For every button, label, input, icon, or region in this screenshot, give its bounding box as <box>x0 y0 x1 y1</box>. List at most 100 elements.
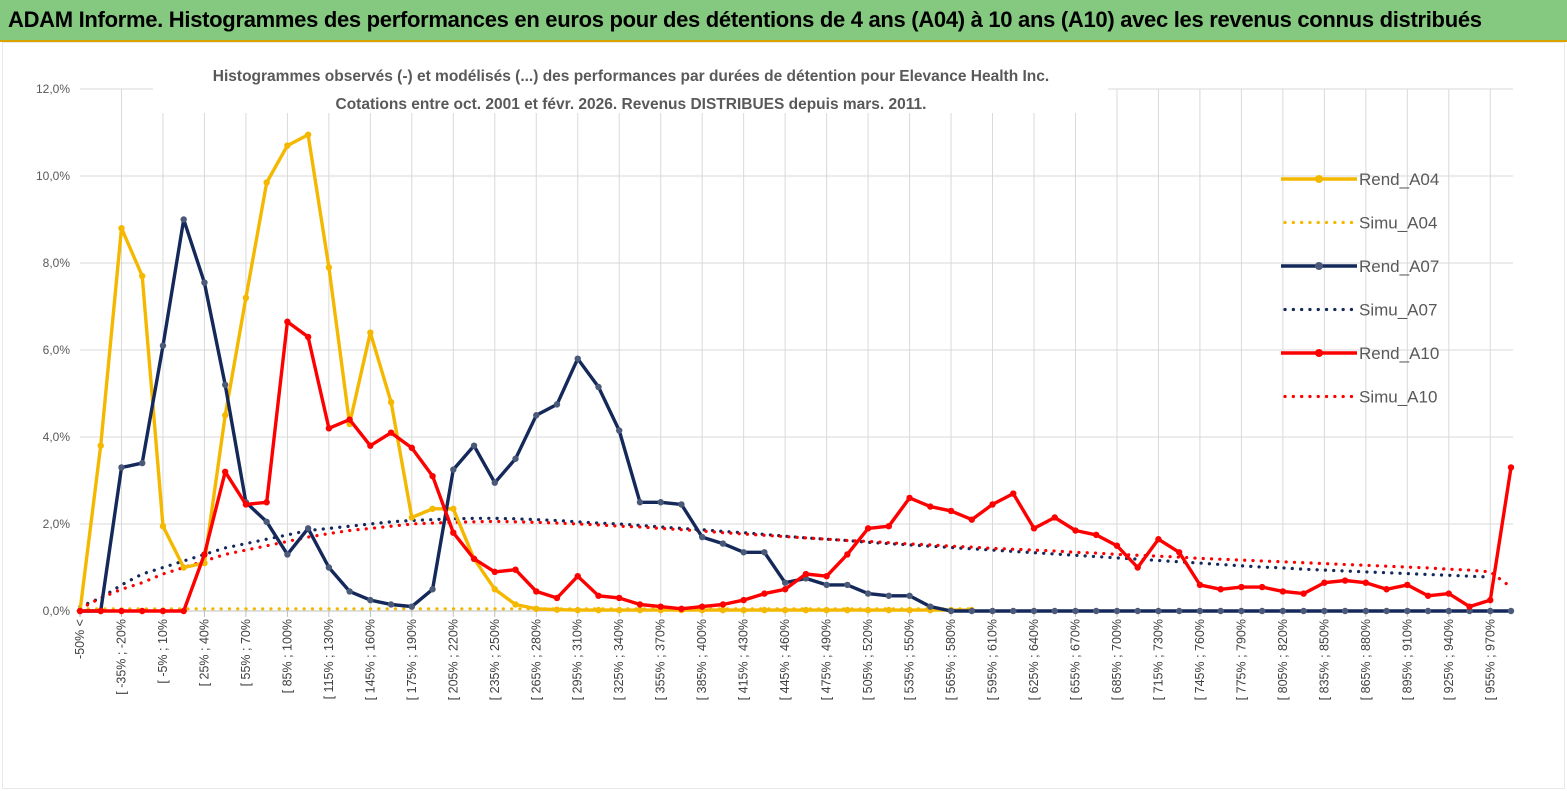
point-rend-a07 <box>304 525 312 532</box>
point-rend-a07 <box>616 427 623 434</box>
point-rend-a10 <box>139 607 146 615</box>
point-rend-a07 <box>1445 607 1452 615</box>
point-rend-a07 <box>947 607 955 615</box>
point-rend-a07 <box>678 501 685 508</box>
point-rend-a07 <box>470 442 478 449</box>
x-tick-label: [ 175% ; 190% <box>405 619 419 700</box>
point-rend-a04 <box>325 264 333 271</box>
x-tick-label: [ 445% ; 460% <box>778 619 792 700</box>
x-tick-label: [ 565% ; 580% <box>944 619 958 700</box>
point-rend-a10 <box>781 586 789 593</box>
point-rend-a10 <box>180 607 187 615</box>
point-rend-a04 <box>387 399 395 406</box>
x-tick-label: [ 865% ; 880% <box>1359 619 1373 700</box>
point-rend-a10 <box>574 573 581 580</box>
chart-frame: 0,0% 2,0% 4,0% 6,0% 8,0% 10,0% 12,0% -50% < [ -… <box>2 42 1565 789</box>
point-rend-a04 <box>118 225 125 232</box>
point-rend-a10 <box>1341 577 1349 584</box>
point-rend-a10 <box>1300 590 1307 597</box>
point-rend-a07 <box>844 581 851 589</box>
point-rend-a10 <box>657 603 664 610</box>
histogram-chart: 0,0% 2,0% 4,0% 6,0% 8,0% 10,0% 12,0% -50% < [ -… <box>36 61 1515 700</box>
point-rend-a10 <box>1093 531 1100 539</box>
point-rend-a07 <box>512 455 519 462</box>
point-rend-a04 <box>408 514 416 521</box>
point-rend-a07 <box>885 592 893 599</box>
x-tick-label: [ 685% ; 700% <box>1110 619 1124 700</box>
point-rend-a04 <box>512 601 519 608</box>
point-rend-a10 <box>1175 549 1183 556</box>
point-rend-a07 <box>429 586 436 593</box>
x-tick-label: [ 85% ; 100% <box>280 619 294 693</box>
point-rend-a10 <box>346 416 353 423</box>
point-rend-a10 <box>429 472 436 480</box>
point-rend-a07 <box>1155 607 1162 615</box>
x-tick-label: [ 205% ; 220% <box>446 619 460 700</box>
x-tick-label: [ 385% ; 400% <box>695 619 709 700</box>
point-rend-a07 <box>450 466 457 473</box>
point-rend-a07 <box>553 401 561 408</box>
point-rend-a07 <box>387 601 395 608</box>
point-rend-a10 <box>698 603 706 610</box>
point-rend-a07 <box>968 607 975 615</box>
point-rend-a04 <box>180 564 187 571</box>
point-rend-a10 <box>1258 583 1266 591</box>
point-rend-a07 <box>1362 607 1370 615</box>
point-rend-a07 <box>346 588 353 595</box>
point-rend-a10 <box>1424 592 1432 599</box>
point-rend-a10 <box>1217 586 1224 593</box>
point-rend-a10 <box>1445 590 1452 597</box>
point-rend-a10 <box>304 333 312 341</box>
point-rend-a10 <box>76 607 84 615</box>
point-rend-a07 <box>781 579 789 586</box>
point-rend-a10 <box>1072 527 1079 534</box>
point-rend-a07 <box>1321 607 1328 615</box>
series-line-simu-a10 <box>78 519 1513 611</box>
point-rend-a10 <box>1030 525 1038 532</box>
point-rend-a07 <box>325 564 333 571</box>
point-rend-a10 <box>1113 542 1121 549</box>
x-tick-label: [ 835% ; 850% <box>1317 619 1331 700</box>
point-rend-a04 <box>595 606 602 614</box>
point-rend-a10 <box>325 425 333 432</box>
point-rend-a10 <box>1404 581 1411 589</box>
point-rend-a10 <box>242 501 250 508</box>
point-rend-a10 <box>1238 583 1245 591</box>
point-rend-a10 <box>1362 579 1370 586</box>
point-rend-a10 <box>802 570 810 578</box>
point-rend-a07 <box>698 533 706 541</box>
point-rend-a10 <box>1134 564 1141 571</box>
point-rend-a07 <box>574 355 581 362</box>
chart-title-backdrop <box>153 61 1108 113</box>
point-rend-a07 <box>906 592 913 599</box>
point-rend-a04 <box>533 605 540 613</box>
point-rend-a10 <box>885 522 893 530</box>
point-rend-a04 <box>719 606 727 614</box>
x-tick-label: [ 325% ; 340% <box>612 619 626 700</box>
x-tick-label: [ 715% ; 730% <box>1151 619 1165 700</box>
series-line-rend-a10 <box>80 320 1513 613</box>
point-rend-a10 <box>719 601 727 608</box>
x-tick-label: [ 235% ; 250% <box>488 619 502 700</box>
point-rend-a07 <box>719 540 727 547</box>
point-rend-a10 <box>284 318 291 325</box>
point-rend-a07 <box>1507 607 1515 615</box>
legend-label-rend-a10: Rend_A10 <box>1359 344 1439 363</box>
point-rend-a07 <box>1175 607 1183 615</box>
point-rend-a10 <box>823 573 830 580</box>
x-tick-label: [ 925% ; 940% <box>1442 619 1456 700</box>
x-tick-label: [ -35% ; -20% <box>114 619 128 695</box>
point-rend-a04 <box>844 606 851 614</box>
point-rend-a07 <box>367 596 374 604</box>
y-tick-label: 10,0% <box>36 169 70 183</box>
point-rend-a10 <box>470 555 478 562</box>
point-rend-a07 <box>1300 607 1307 615</box>
y-tick-label: 0,0% <box>43 604 71 618</box>
point-rend-a10 <box>1507 464 1515 471</box>
point-rend-a04 <box>781 606 789 614</box>
point-rend-a07 <box>1072 607 1079 615</box>
point-rend-a07 <box>761 549 768 556</box>
point-rend-a04 <box>553 606 561 613</box>
point-rend-a04 <box>885 606 893 614</box>
x-tick-label: [ 415% ; 430% <box>737 619 751 700</box>
